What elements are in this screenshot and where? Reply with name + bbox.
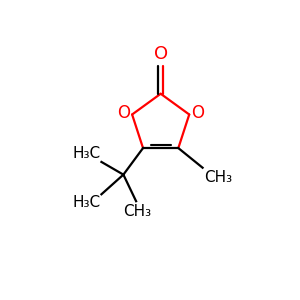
Text: CH₃: CH₃ — [123, 203, 151, 218]
Text: CH₃: CH₃ — [204, 169, 232, 184]
Text: O: O — [117, 104, 130, 122]
Text: O: O — [154, 45, 168, 63]
Text: H₃C: H₃C — [72, 146, 100, 161]
Text: H₃C: H₃C — [72, 195, 100, 210]
Text: O: O — [191, 104, 205, 122]
